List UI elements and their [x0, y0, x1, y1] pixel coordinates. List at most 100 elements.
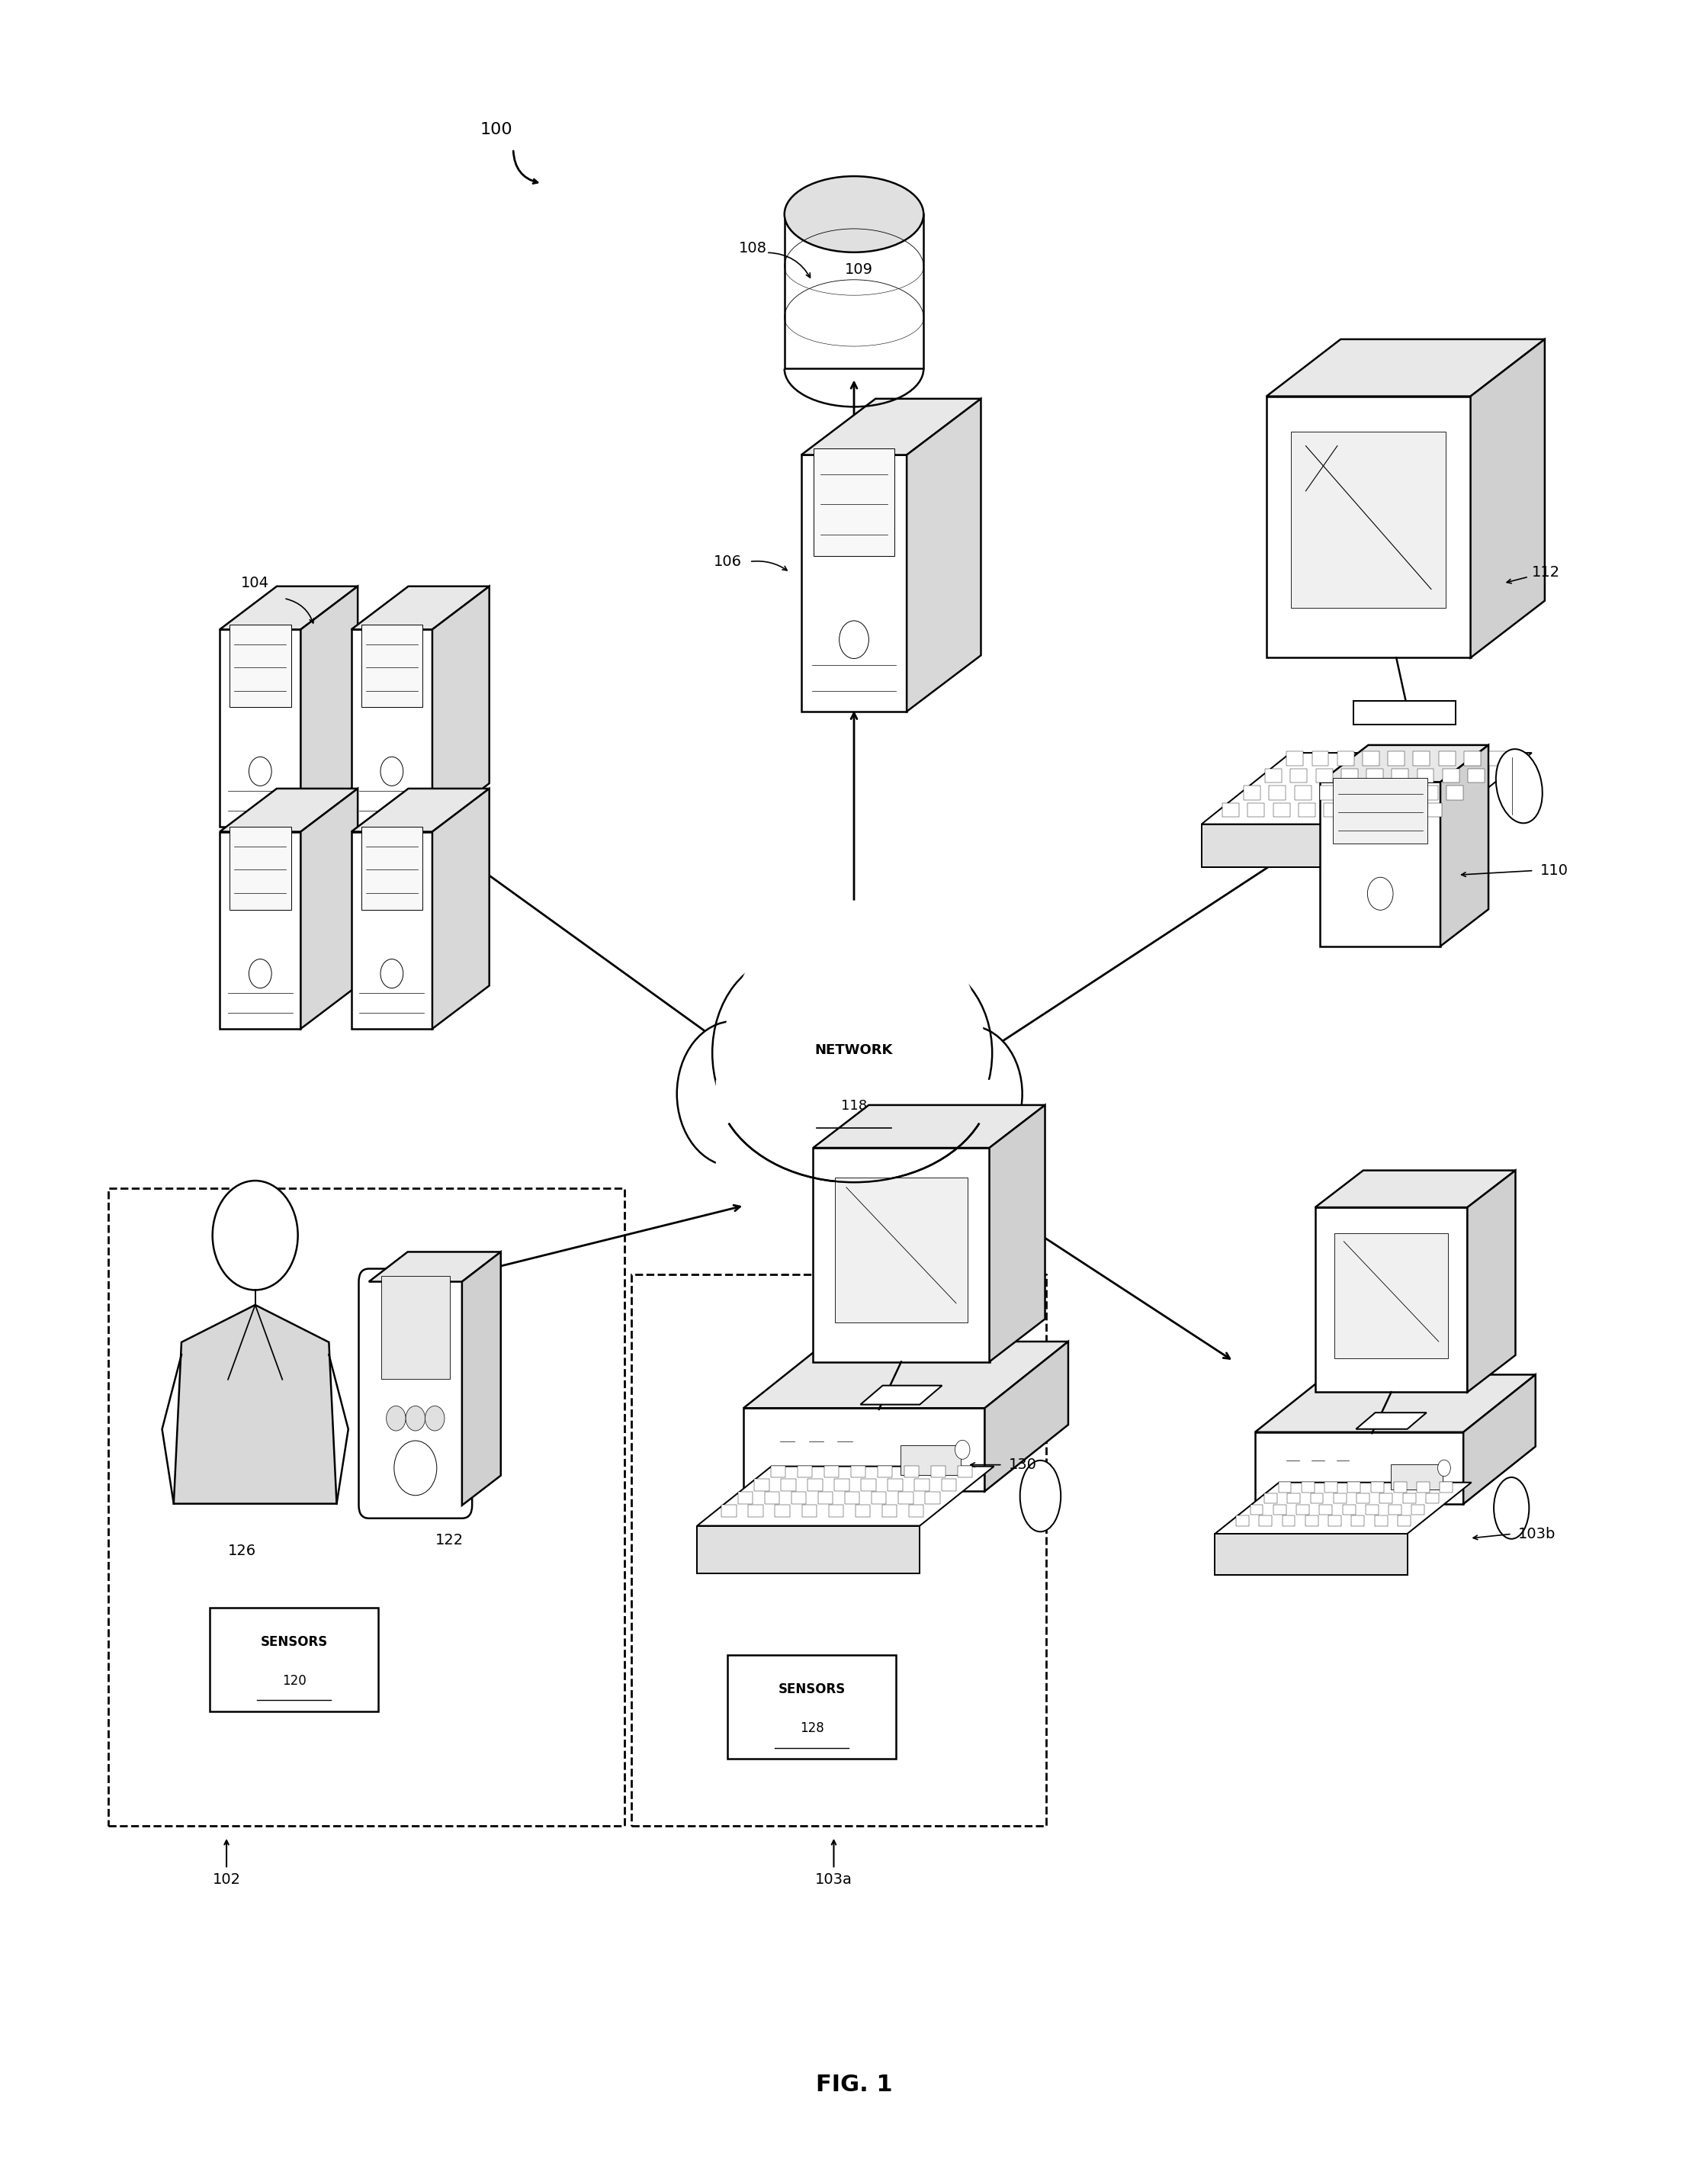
FancyBboxPatch shape — [1390, 1464, 1443, 1490]
Polygon shape — [220, 628, 301, 827]
FancyBboxPatch shape — [1259, 1516, 1272, 1525]
FancyBboxPatch shape — [1438, 751, 1455, 766]
Circle shape — [752, 949, 956, 1211]
Polygon shape — [1320, 781, 1440, 947]
FancyBboxPatch shape — [931, 1466, 946, 1477]
Polygon shape — [1320, 744, 1488, 781]
FancyBboxPatch shape — [1424, 803, 1442, 816]
FancyBboxPatch shape — [1389, 1506, 1402, 1514]
FancyBboxPatch shape — [748, 1506, 763, 1516]
Circle shape — [425, 1405, 444, 1431]
Polygon shape — [989, 1104, 1045, 1362]
Ellipse shape — [1496, 748, 1542, 823]
Polygon shape — [352, 831, 432, 1028]
Polygon shape — [220, 788, 357, 831]
FancyBboxPatch shape — [1295, 786, 1312, 801]
Circle shape — [721, 901, 987, 1242]
Text: 128: 128 — [799, 1722, 823, 1735]
FancyBboxPatch shape — [1337, 751, 1354, 766]
FancyBboxPatch shape — [1392, 768, 1409, 783]
Circle shape — [762, 916, 883, 1071]
FancyBboxPatch shape — [765, 1492, 779, 1503]
FancyBboxPatch shape — [784, 214, 924, 369]
FancyBboxPatch shape — [1237, 1516, 1249, 1525]
Text: SENSORS: SENSORS — [260, 1634, 328, 1650]
FancyBboxPatch shape — [845, 1492, 859, 1503]
FancyBboxPatch shape — [1440, 1482, 1454, 1492]
FancyBboxPatch shape — [1269, 786, 1286, 801]
FancyBboxPatch shape — [798, 1466, 813, 1477]
FancyBboxPatch shape — [823, 1466, 839, 1477]
FancyBboxPatch shape — [775, 1506, 789, 1516]
Text: 104: 104 — [241, 576, 270, 591]
Polygon shape — [1201, 753, 1532, 825]
Polygon shape — [697, 1525, 921, 1573]
Polygon shape — [835, 1178, 967, 1322]
Polygon shape — [801, 399, 980, 454]
Circle shape — [712, 958, 861, 1148]
FancyBboxPatch shape — [360, 827, 422, 910]
FancyBboxPatch shape — [856, 1506, 869, 1516]
FancyBboxPatch shape — [1349, 803, 1366, 816]
FancyBboxPatch shape — [1332, 779, 1428, 844]
FancyBboxPatch shape — [1310, 1492, 1324, 1503]
Polygon shape — [432, 788, 488, 1028]
Circle shape — [249, 960, 272, 988]
FancyBboxPatch shape — [1288, 1492, 1300, 1503]
FancyBboxPatch shape — [1320, 786, 1336, 801]
Polygon shape — [1356, 1412, 1426, 1429]
Polygon shape — [697, 1466, 994, 1525]
FancyBboxPatch shape — [1312, 751, 1329, 766]
FancyBboxPatch shape — [1346, 786, 1361, 801]
Polygon shape — [1255, 1431, 1464, 1503]
Polygon shape — [907, 399, 980, 711]
FancyBboxPatch shape — [791, 1492, 806, 1503]
Text: 130: 130 — [1009, 1458, 1037, 1473]
FancyBboxPatch shape — [1301, 1482, 1315, 1492]
FancyBboxPatch shape — [1324, 803, 1341, 816]
FancyBboxPatch shape — [1375, 803, 1390, 816]
Polygon shape — [743, 1407, 986, 1490]
Text: SENSORS: SENSORS — [779, 1682, 845, 1695]
FancyBboxPatch shape — [1351, 1516, 1365, 1525]
FancyBboxPatch shape — [229, 827, 290, 910]
Ellipse shape — [1020, 1460, 1061, 1532]
Text: 106: 106 — [714, 554, 741, 570]
FancyBboxPatch shape — [1397, 1516, 1411, 1525]
Text: 110: 110 — [1541, 864, 1568, 877]
FancyBboxPatch shape — [1329, 1516, 1341, 1525]
FancyBboxPatch shape — [738, 1492, 753, 1503]
FancyBboxPatch shape — [926, 1492, 939, 1503]
FancyBboxPatch shape — [881, 1506, 897, 1516]
Text: 118: 118 — [840, 1100, 868, 1113]
Polygon shape — [220, 831, 301, 1028]
Ellipse shape — [784, 177, 924, 253]
Polygon shape — [1334, 1233, 1448, 1357]
Polygon shape — [986, 1342, 1068, 1490]
Polygon shape — [743, 1342, 1068, 1407]
FancyBboxPatch shape — [1363, 751, 1380, 766]
FancyBboxPatch shape — [1286, 751, 1303, 766]
FancyBboxPatch shape — [1370, 786, 1387, 801]
Circle shape — [676, 1021, 791, 1167]
Polygon shape — [461, 1252, 500, 1506]
FancyBboxPatch shape — [721, 1506, 736, 1516]
Text: 102: 102 — [212, 1872, 241, 1887]
Polygon shape — [352, 587, 488, 628]
Polygon shape — [1214, 1482, 1471, 1534]
Circle shape — [386, 1405, 407, 1431]
FancyBboxPatch shape — [1354, 700, 1455, 724]
Polygon shape — [352, 788, 488, 831]
Polygon shape — [1315, 1170, 1515, 1207]
FancyBboxPatch shape — [210, 1608, 377, 1711]
FancyBboxPatch shape — [1348, 1482, 1361, 1492]
FancyBboxPatch shape — [229, 624, 290, 707]
Text: 122: 122 — [436, 1534, 463, 1547]
FancyBboxPatch shape — [1320, 1506, 1332, 1514]
Circle shape — [381, 960, 403, 988]
FancyBboxPatch shape — [755, 1479, 769, 1490]
Polygon shape — [813, 1104, 1045, 1148]
FancyBboxPatch shape — [1443, 768, 1459, 783]
Polygon shape — [1471, 338, 1544, 657]
Polygon shape — [220, 587, 357, 628]
